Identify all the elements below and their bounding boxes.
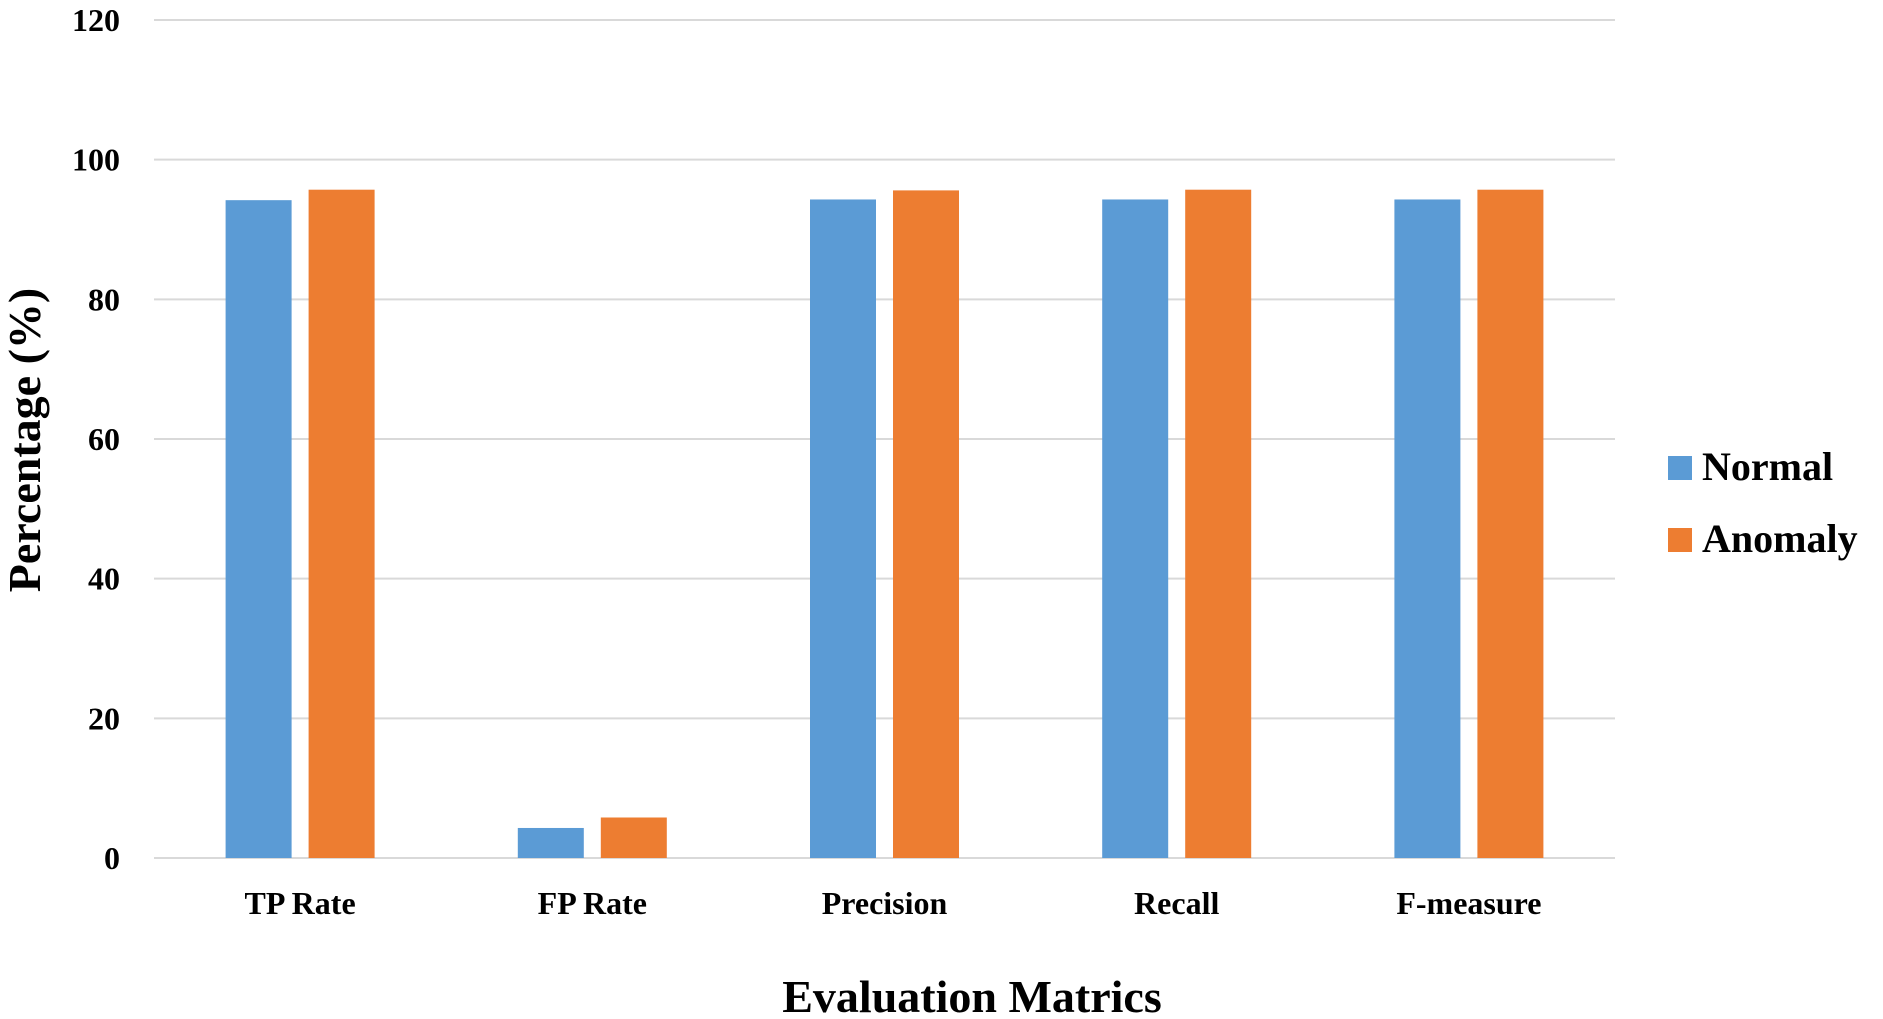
y-tick-label: 120 — [72, 2, 120, 38]
bars — [225, 189, 1544, 859]
gridlines — [154, 19, 1615, 859]
x-tick-label: FP Rate — [538, 885, 647, 921]
y-tick-label: 0 — [104, 840, 120, 876]
legend: Normal Anomaly — [1668, 444, 1858, 561]
bar-normal-f-measure — [1394, 199, 1461, 858]
legend-label-anomaly: Anomaly — [1702, 516, 1858, 561]
x-axis-title: Evaluation Matrics — [782, 971, 1161, 1019]
bar-anomaly-f-measure — [1477, 189, 1544, 858]
y-tick-label: 40 — [88, 561, 120, 597]
y-tick-label: 60 — [88, 421, 120, 457]
bar-anomaly-recall — [1185, 189, 1252, 858]
bar-anomaly-tp-rate — [308, 189, 375, 858]
legend-label-normal: Normal — [1702, 444, 1833, 489]
y-tick-label: 20 — [88, 700, 120, 736]
bar-normal-recall — [1102, 199, 1169, 858]
y-tick-labels: 0 20 40 60 80 100 120 — [72, 2, 120, 876]
x-tick-label: Precision — [822, 885, 948, 921]
bar-anomaly-fp-rate — [600, 817, 667, 858]
y-tick-label: 80 — [88, 281, 120, 317]
x-tick-labels: TP Rate FP Rate Precision Recall F-measure — [245, 885, 1542, 921]
x-tick-label: Recall — [1134, 885, 1219, 921]
y-tick-label: 100 — [72, 142, 120, 178]
x-tick-label: F-measure — [1396, 885, 1541, 921]
legend-swatch-anomaly — [1668, 528, 1692, 552]
bar-anomaly-precision — [893, 190, 959, 859]
x-tick-label: TP Rate — [245, 885, 356, 921]
bar-normal-precision — [810, 199, 876, 858]
bar-normal-fp-rate — [517, 827, 584, 858]
y-axis-title: Percentage (%) — [0, 288, 50, 592]
legend-swatch-normal — [1668, 456, 1692, 480]
bar-normal-tp-rate — [225, 200, 292, 859]
